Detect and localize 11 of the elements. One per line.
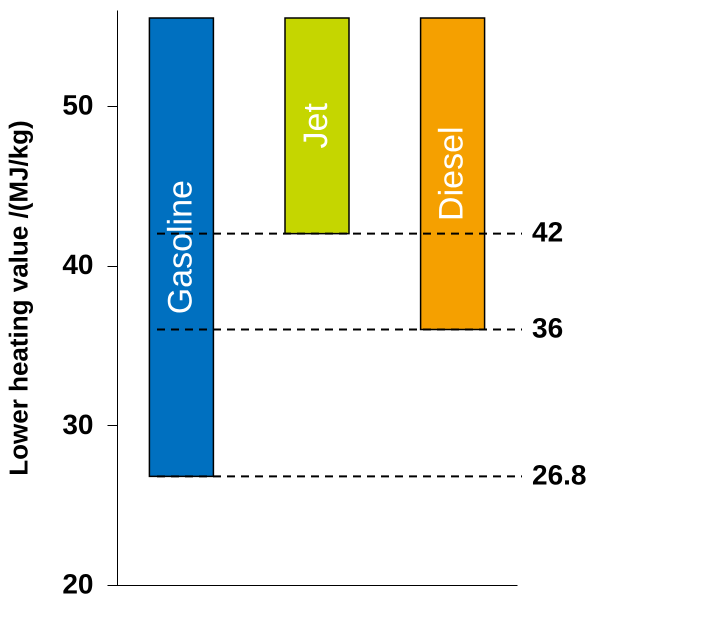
y-tick-label: 30: [62, 408, 94, 440]
y-tick-label: 40: [62, 249, 94, 280]
ref-line-label: 26.8: [532, 459, 586, 490]
y-tick-label: 50: [62, 89, 94, 120]
y-axis-title: Lower heating value /(MJ/kg): [3, 120, 34, 476]
x-tick-label: Diesel: [432, 126, 471, 221]
x-tick-label: Jet: [297, 102, 335, 148]
y-tick-label: 20: [62, 568, 94, 600]
ref-line-label: 36: [532, 312, 564, 344]
ref-line-label: 42: [532, 216, 564, 248]
x-tick-label: Gasoline: [161, 180, 200, 314]
